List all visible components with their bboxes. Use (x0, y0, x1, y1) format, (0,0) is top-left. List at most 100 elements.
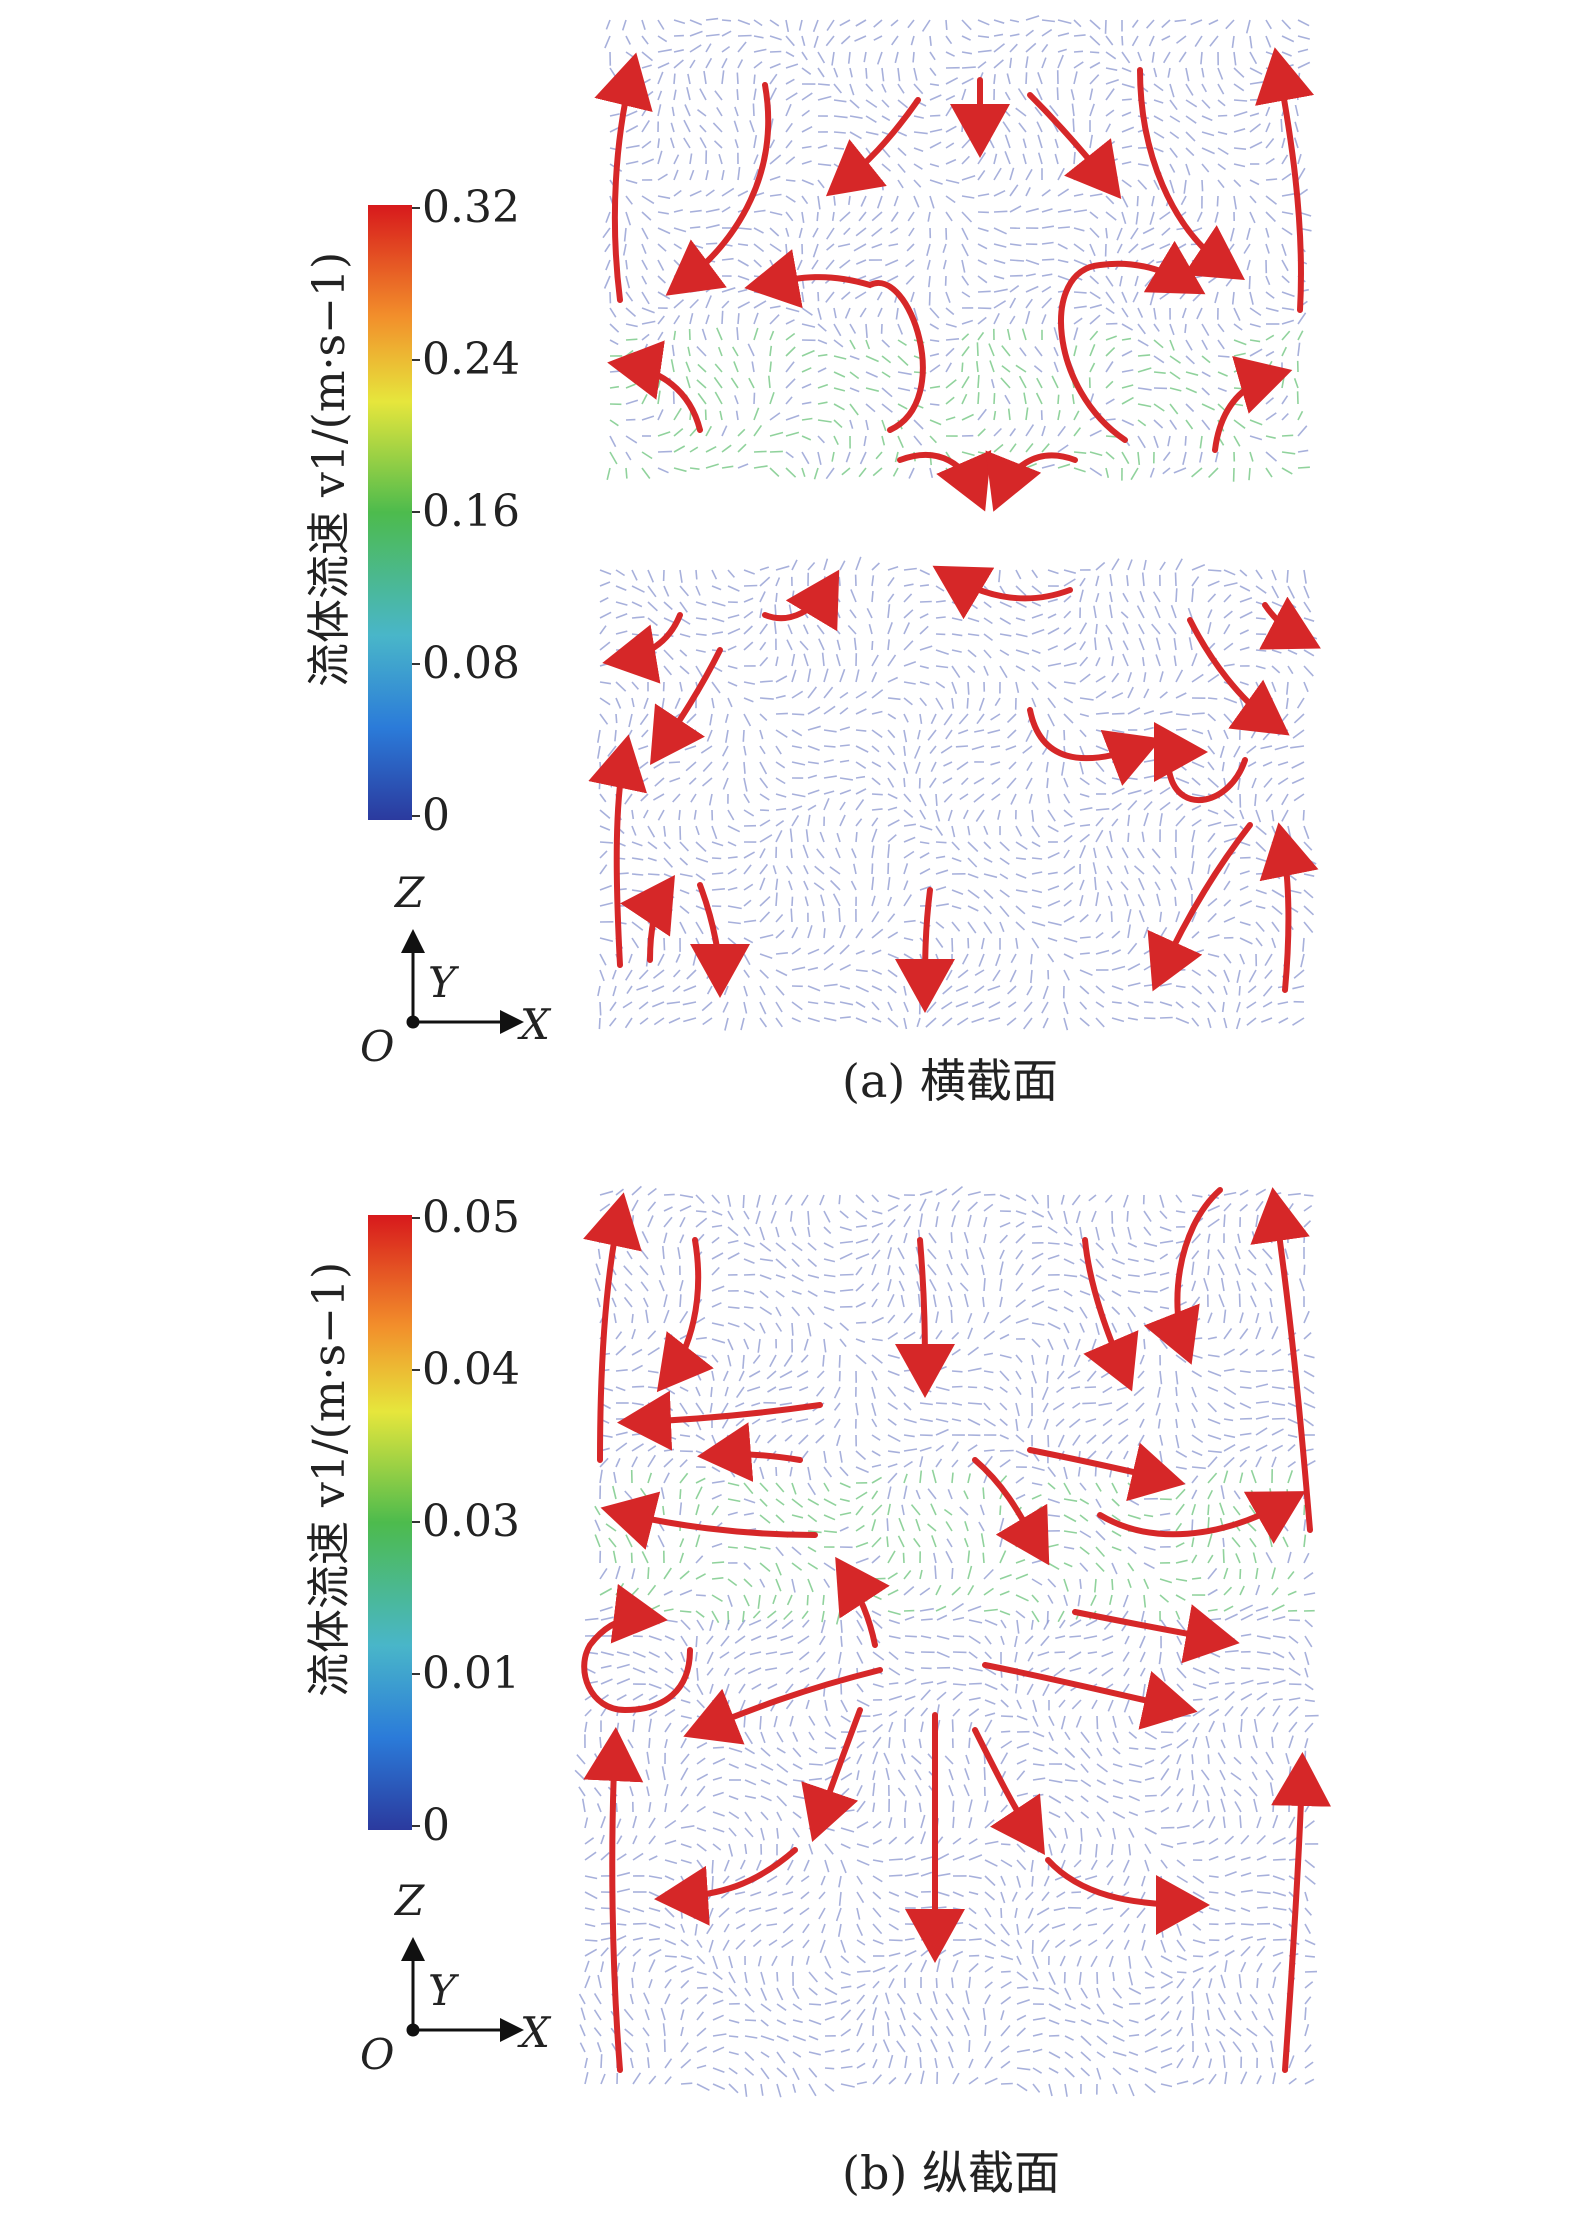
velocity-vector (905, 275, 915, 285)
velocity-vector (743, 569, 755, 575)
velocity-vector (599, 569, 612, 576)
velocity-vector (1271, 601, 1283, 608)
velocity-vector (945, 307, 955, 316)
velocity-vector (1176, 1891, 1185, 1901)
velocity-vector (727, 1498, 741, 1503)
velocity-vector (967, 617, 980, 623)
velocity-vector (991, 120, 995, 133)
velocity-vector (871, 1536, 882, 1548)
velocity-vector (855, 1491, 868, 1500)
velocity-vector (1116, 1386, 1129, 1391)
velocity-vector (727, 1252, 740, 1260)
velocity-vector (1095, 1843, 1098, 1858)
velocity-vector (695, 937, 702, 948)
velocity-vector (817, 367, 827, 373)
velocity-vector (696, 1741, 708, 1749)
velocity-vector (615, 585, 627, 592)
velocity-vector (760, 1747, 771, 1757)
velocity-vector (983, 1386, 994, 1391)
velocity-vector (1030, 1859, 1034, 1873)
velocity-vector (917, 1293, 921, 1308)
velocity-vector (1031, 1610, 1040, 1623)
velocity-vector (1031, 1875, 1034, 1887)
velocity-vector (1192, 1707, 1206, 1717)
velocity-vector (1272, 1722, 1279, 1733)
velocity-vector (743, 1512, 754, 1516)
velocity-vector (1143, 1258, 1155, 1263)
velocity-vector (711, 825, 718, 840)
velocity-vector (935, 1428, 949, 1436)
velocity-vector (865, 323, 868, 338)
velocity-vector (913, 307, 919, 321)
velocity-vector (631, 1185, 642, 1196)
velocity-vector (1265, 1751, 1274, 1765)
velocity-vector (641, 243, 647, 254)
velocity-vector (1192, 1799, 1199, 1813)
velocity-vector (1192, 1891, 1205, 1900)
velocity-vector (817, 179, 825, 189)
velocity-vector (753, 154, 759, 165)
velocity-vector (942, 259, 947, 270)
colorbar-a-tick-3: 0.08 (422, 638, 520, 689)
velocity-vector (1167, 435, 1171, 447)
velocity-vector (1159, 1271, 1170, 1276)
velocity-vector (1063, 729, 1066, 741)
velocity-vector (759, 1226, 766, 1241)
velocity-vector (1027, 1418, 1033, 1429)
velocity-vector (871, 1263, 877, 1276)
velocity-vector (1223, 880, 1231, 891)
velocity-vector (615, 1188, 624, 1196)
velocity-vector (615, 1442, 628, 1452)
velocity-vector (1047, 598, 1058, 603)
velocity-vector (1071, 394, 1075, 405)
velocity-vector (1271, 825, 1278, 838)
velocity-vector (837, 1923, 842, 1937)
velocity-vector (1256, 1978, 1259, 1989)
velocity-vector (1270, 697, 1273, 709)
velocity-vector (1223, 569, 1236, 576)
velocity-vector (647, 1604, 661, 1612)
velocity-vector (673, 427, 684, 437)
velocity-vector (727, 937, 738, 946)
velocity-vector (776, 2019, 787, 2026)
velocity-vector (1139, 1635, 1146, 1649)
velocity-vector (807, 745, 820, 751)
velocity-vector (1281, 243, 1287, 257)
velocity-vector (647, 1402, 661, 1410)
velocity-vector (695, 1434, 706, 1441)
velocity-vector (727, 1578, 738, 1587)
velocity-vector (1000, 1981, 1012, 1989)
velocity-vector (1293, 793, 1305, 802)
velocity-vector (807, 1466, 812, 1481)
colorbar-b (368, 1215, 412, 1830)
velocity-vector (1095, 1242, 1105, 1251)
velocity-vector (759, 745, 766, 755)
velocity-vector (999, 1221, 1011, 1228)
velocity-vector (1297, 466, 1310, 469)
velocity-vector (1256, 1635, 1271, 1640)
velocity-vector (1176, 1635, 1183, 1645)
velocity-vector (1249, 67, 1263, 75)
velocity-vector (915, 1489, 921, 1500)
velocity-vector (1303, 1552, 1310, 1564)
velocity-vector (1073, 291, 1087, 294)
velocity-vector (1265, 397, 1275, 405)
velocity-vector (855, 1001, 866, 1008)
velocity-vector (981, 1264, 985, 1276)
velocity-vector (919, 697, 928, 707)
velocity-vector (753, 209, 766, 213)
velocity-vector (1207, 1754, 1210, 1765)
velocity-vector (849, 339, 856, 350)
velocity-vector (839, 1526, 849, 1532)
velocity-vector (801, 401, 812, 405)
velocity-vector (903, 1203, 912, 1212)
velocity-vector (849, 371, 860, 380)
velocity-vector (973, 793, 985, 803)
velocity-vector (816, 211, 819, 222)
velocity-vector (803, 1859, 810, 1872)
velocity-vector (1018, 375, 1027, 389)
velocity-vector (943, 793, 953, 803)
velocity-vector (1063, 681, 1076, 685)
velocity-vector (1191, 712, 1205, 715)
velocity-vector (1127, 814, 1131, 827)
